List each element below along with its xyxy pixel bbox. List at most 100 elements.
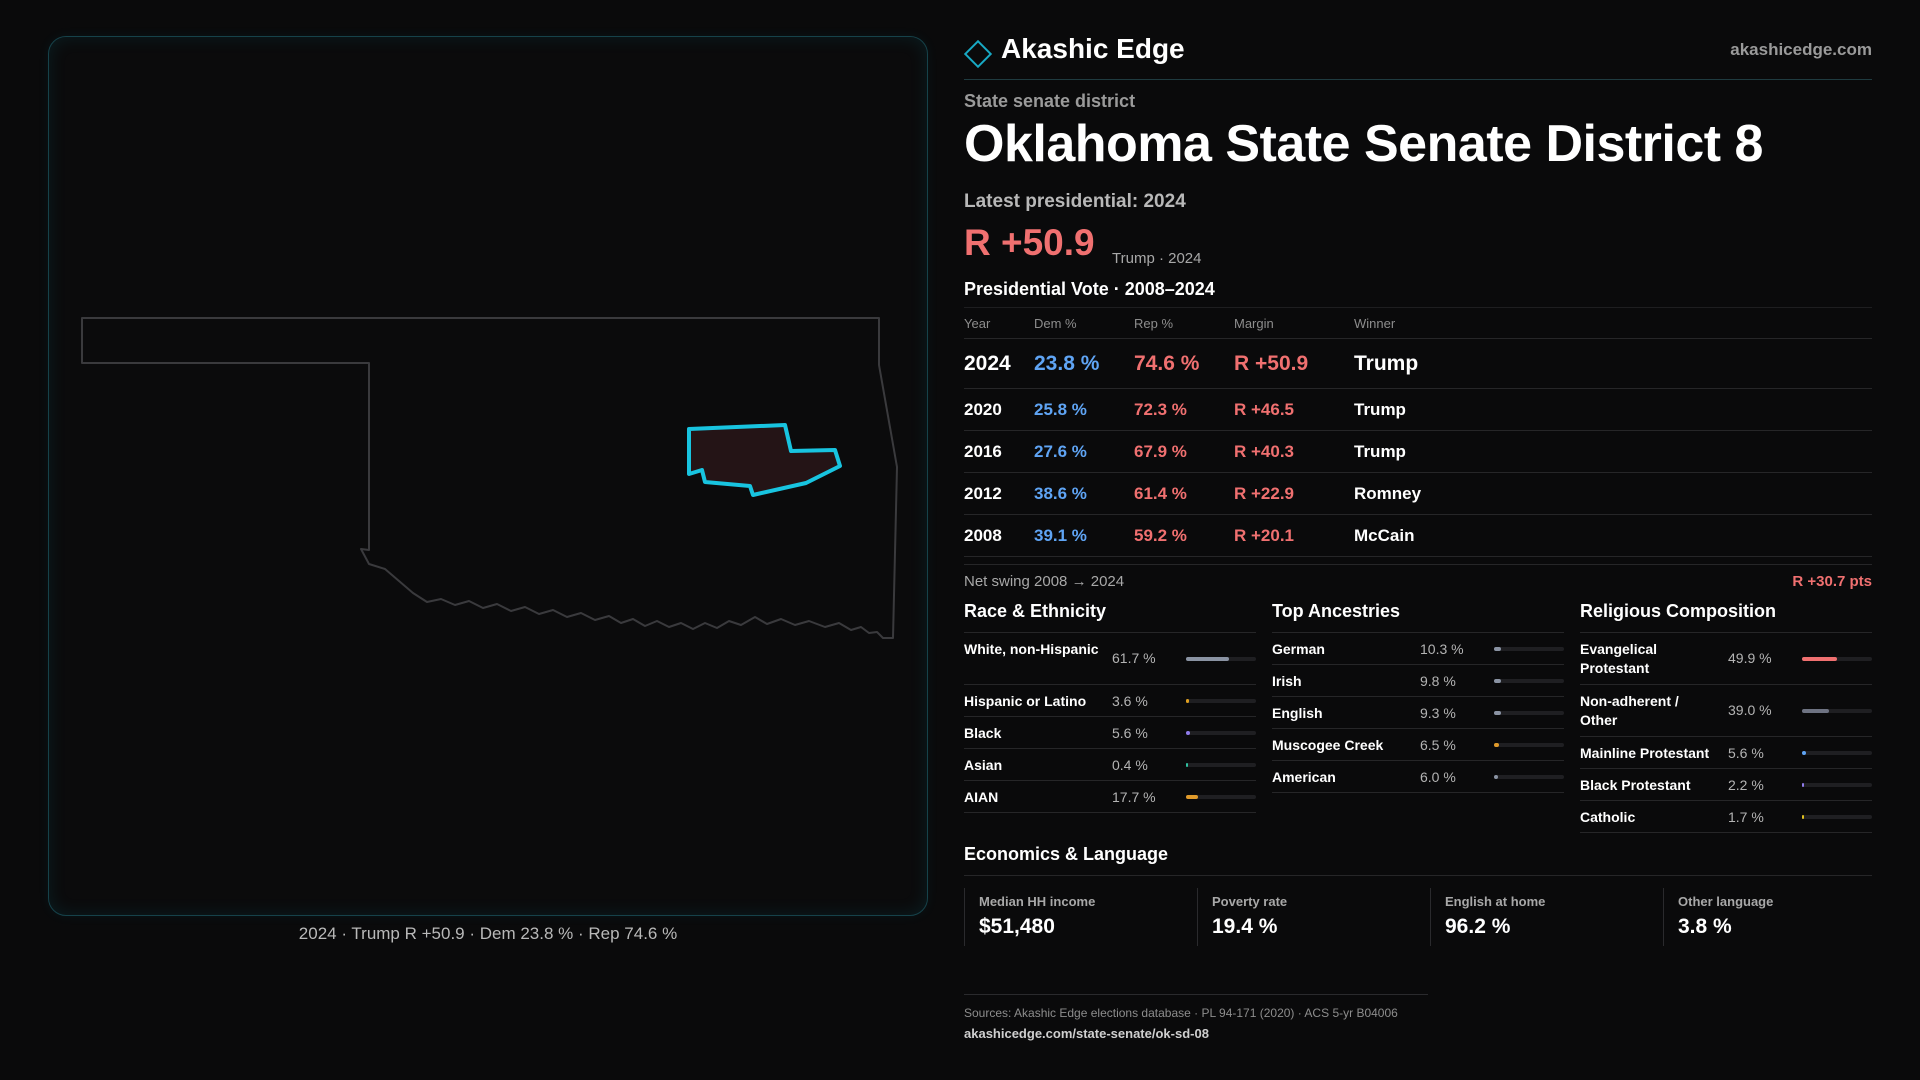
bar-track (1186, 699, 1256, 703)
col-dem: Dem % (1034, 316, 1077, 331)
list-item: AIAN 17.7 % (964, 781, 1256, 813)
item-value: 9.8 % (1420, 673, 1456, 689)
table-row: 2020 25.8 % 72.3 % R +46.5 Trump (964, 389, 1872, 431)
net-swing-label: Net swing 2008 → 2024 (964, 573, 1125, 590)
stat-card: Poverty rate 19.4 % (1197, 888, 1424, 946)
district-highlight[interactable] (687, 423, 842, 497)
brand-header: Akashic Edge akashicedge.com (963, 30, 1872, 80)
item-label: Irish (1272, 673, 1302, 689)
cell-rep: 61.4 % (1134, 484, 1187, 503)
col-margin: Margin (1234, 316, 1274, 331)
bar-fill (1802, 751, 1806, 755)
bar-fill (1186, 657, 1229, 661)
item-label: Evangelical Protestant (1580, 641, 1658, 676)
ancestry-title: Top Ancestries (1272, 601, 1564, 633)
cell-dem: 39.1 % (1034, 526, 1087, 545)
footer-url-link[interactable]: akashicedge.com/state-senate/ok-sd-08 (964, 1026, 1209, 1041)
list-item: Black Protestant 2.2 % (1580, 769, 1872, 801)
religion-section: Religious Composition Evangelical Protes… (1580, 601, 1872, 833)
stat-value: 96.2 % (1445, 915, 1511, 938)
cell-winner: Trump (1354, 400, 1406, 419)
stat-card: English at home 96.2 % (1430, 888, 1657, 946)
list-item: German 10.3 % (1272, 633, 1564, 665)
stat-label: English at home (1445, 894, 1546, 909)
table-row: 2016 27.6 % 67.9 % R +40.3 Trump (964, 431, 1872, 473)
table-row: 2012 38.6 % 61.4 % R +22.9 Romney (964, 473, 1872, 515)
list-item: Asian 0.4 % (964, 749, 1256, 781)
bar-track (1494, 679, 1564, 683)
item-label: Muscogee Creek (1272, 737, 1384, 753)
vote-table-title: Presidential Vote · 2008–2024 (964, 279, 1215, 299)
bar-track (1494, 775, 1564, 779)
bar-fill (1802, 783, 1804, 787)
detail-panel: Akashic Edge akashicedge.com State senat… (963, 0, 1872, 1080)
bar-fill (1494, 647, 1501, 651)
list-item: Muscogee Creek 6.5 % (1272, 729, 1564, 761)
item-label: Black Protestant (1580, 777, 1691, 793)
item-value: 49.9 % (1728, 650, 1772, 666)
item-value: 9.3 % (1420, 705, 1456, 721)
bar-fill (1494, 711, 1501, 715)
cell-margin: R +46.5 (1234, 400, 1295, 419)
cell-dem: 25.8 % (1034, 400, 1087, 419)
economics-title: Economics & Language (964, 844, 1872, 876)
cell-rep: 72.3 % (1134, 400, 1187, 419)
cell-dem: 27.6 % (1034, 442, 1087, 461)
cell-dem: 38.6 % (1034, 484, 1087, 503)
headline-margin: R +50.9 (964, 222, 1095, 263)
religion-title: Religious Composition (1580, 601, 1872, 633)
item-label: Mainline Protestant (1580, 745, 1710, 761)
stat-label: Median HH income (979, 894, 1096, 909)
bar-track (1802, 751, 1872, 755)
item-label: English (1272, 705, 1323, 721)
vote-table: Year Dem % Rep % Margin Winner 2024 23.8… (964, 307, 1872, 557)
cell-dem: 23.8 % (1034, 352, 1100, 375)
race-ethnicity-section: Race & Ethnicity White, non-Hispanic 61.… (964, 601, 1256, 813)
bar-fill (1186, 731, 1190, 735)
item-label: German (1272, 641, 1325, 657)
cell-rep: 67.9 % (1134, 442, 1187, 461)
cell-year: 2024 (964, 352, 1011, 375)
item-value: 5.6 % (1112, 725, 1148, 741)
item-value: 1.7 % (1728, 809, 1764, 825)
stat-label: Poverty rate (1212, 894, 1288, 909)
bar-track (1186, 657, 1256, 661)
cell-year: 2008 (964, 526, 1002, 545)
map-panel[interactable] (48, 36, 928, 916)
cell-margin: R +22.9 (1234, 484, 1295, 503)
item-value: 10.3 % (1420, 641, 1464, 657)
bar-track (1494, 711, 1564, 715)
col-rep: Rep % (1134, 316, 1174, 331)
bar-track (1494, 647, 1564, 651)
list-item: Non-adherent / Other 39.0 % (1580, 685, 1872, 737)
district-type: State senate district (964, 91, 1136, 111)
cell-margin: R +20.1 (1234, 526, 1295, 545)
item-label: White, non-Hispanic (964, 641, 1099, 657)
stat-card: Median HH income $51,480 (964, 888, 1191, 946)
headline-margin-sub: Trump · 2024 (1112, 250, 1202, 267)
stat-value: 19.4 % (1212, 915, 1278, 938)
net-swing: Net swing 2008 → 2024 R +30.7 pts (964, 564, 1872, 594)
item-value: 6.5 % (1420, 737, 1456, 753)
district-map[interactable] (49, 37, 929, 917)
bar-track (1186, 763, 1256, 767)
table-row: 2008 39.1 % 59.2 % R +20.1 McCain (964, 515, 1872, 557)
cell-winner: Romney (1354, 484, 1422, 503)
stat-card: Other language 3.8 % (1663, 888, 1890, 946)
list-item: White, non-Hispanic 61.7 % (964, 633, 1256, 685)
item-value: 17.7 % (1112, 789, 1156, 805)
stat-value: $51,480 (979, 915, 1055, 938)
brand-name[interactable]: Akashic Edge (1001, 33, 1185, 64)
list-item: Evangelical Protestant 49.9 % (1580, 633, 1872, 685)
stat-label: Other language (1678, 894, 1774, 909)
list-item: Mainline Protestant 5.6 % (1580, 737, 1872, 769)
cell-rep: 59.2 % (1134, 526, 1187, 545)
list-item: Hispanic or Latino 3.6 % (964, 685, 1256, 717)
bar-fill (1186, 763, 1188, 767)
sources-note: Sources: Akashic Edge elections database… (964, 1006, 1398, 1020)
bar-track (1186, 731, 1256, 735)
stat-value: 3.8 % (1678, 915, 1732, 938)
brand-url-link[interactable]: akashicedge.com (1730, 40, 1872, 59)
bar-track (1186, 795, 1256, 799)
item-label: Asian (964, 757, 1003, 773)
